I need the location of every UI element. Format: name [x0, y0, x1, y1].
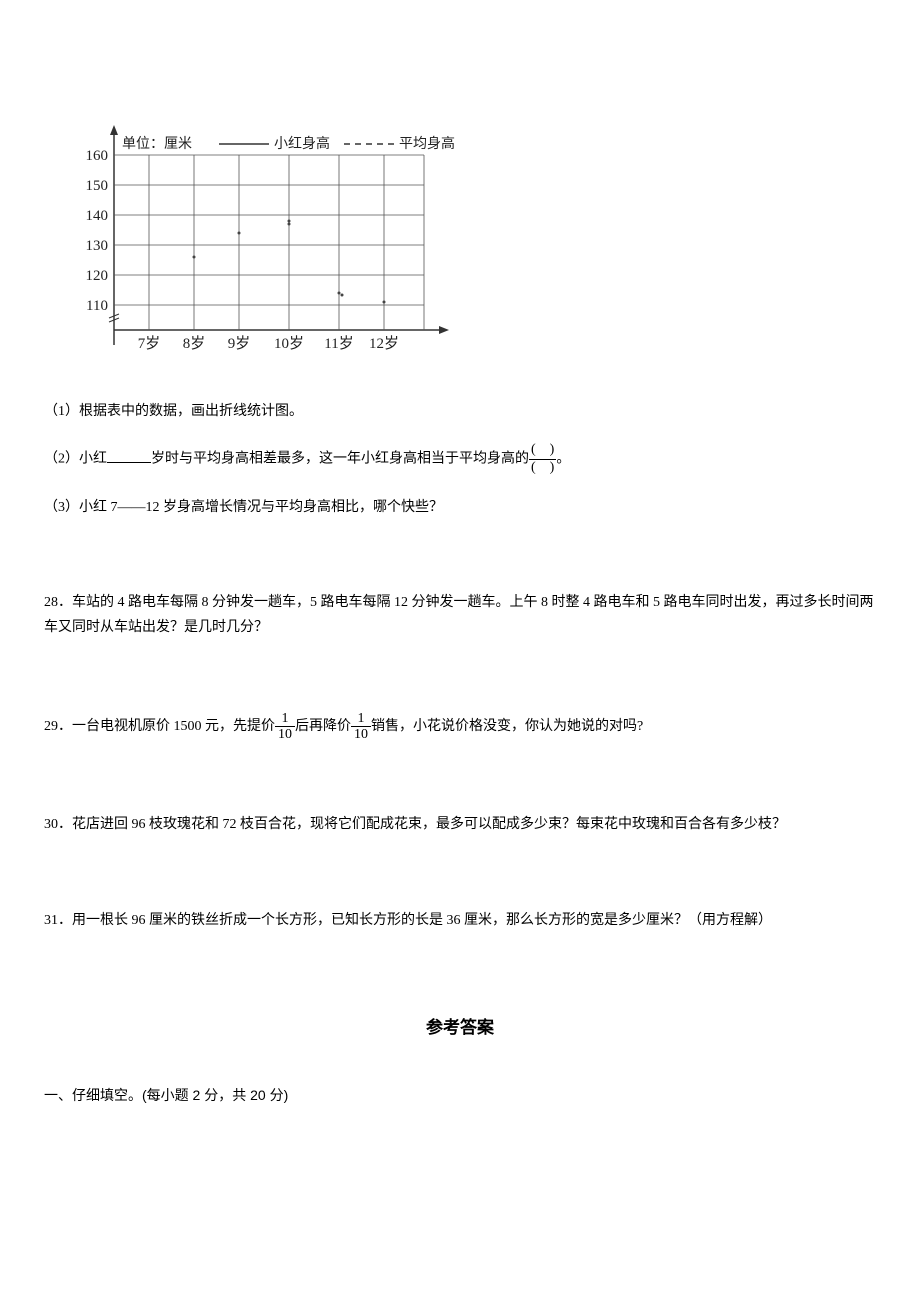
frac-numerator: 1: [351, 711, 371, 727]
question-29: 29．一台电视机原价 1500 元，先提价110后再降价110销售，小花说价格没…: [44, 711, 876, 743]
sub-question-2: （2）小红 岁时与平均身高相差最多，这一年小红身高相当于平均身高的( )( )。: [44, 442, 876, 477]
question-30: 30．花店进回 96 枝玫瑰花和 72 枝百合花，现将它们配成花束，最多可以配成…: [44, 812, 876, 837]
svg-text:平均身高: 平均身高: [399, 135, 455, 152]
sub-question-3: （3）小红 7——12 岁身高增长情况与平均身高相比，哪个快些？: [44, 495, 876, 520]
question-31: 31．用一根长 96 厘米的铁丝折成一个长方形，已知长方形的长是 36 厘米，那…: [44, 908, 876, 933]
height-chart: 110 120 130 140 150 160 7岁 8岁 9岁 10岁 11岁…: [64, 120, 876, 379]
svg-text:110: 110: [86, 298, 108, 314]
frac-denominator: 10: [351, 727, 371, 742]
fraction-1-10-b: 110: [351, 711, 371, 743]
q2-mid: 岁时与平均身高相差最多，这一年小红身高相当于平均身高的: [151, 452, 529, 467]
svg-text:150: 150: [86, 178, 109, 194]
q29-prefix: 29．一台电视机原价 1500 元，先提价: [44, 719, 275, 734]
svg-text:8岁: 8岁: [183, 335, 206, 352]
svg-text:130: 130: [86, 238, 109, 254]
svg-text:10岁: 10岁: [274, 335, 304, 352]
q2-suffix: 。: [556, 452, 570, 467]
frac-denominator: 10: [275, 727, 295, 742]
paren-fraction: ( )( ): [529, 442, 556, 477]
svg-text:140: 140: [86, 208, 109, 224]
sub-question-1: （1）根据表中的数据，画出折线统计图。: [44, 399, 876, 424]
blank-input: [107, 449, 151, 463]
section-1-header: 一、仔细填空。(每小题 2 分，共 20 分): [44, 1083, 876, 1108]
frac-denominator: ( ): [529, 460, 556, 477]
svg-text:小红身高: 小红身高: [274, 135, 330, 152]
svg-text:7岁: 7岁: [138, 335, 161, 352]
frac-numerator: 1: [275, 711, 295, 727]
q29-suffix: 销售，小花说价格没变，你认为她说的对吗?: [371, 719, 643, 734]
svg-text:12岁: 12岁: [369, 335, 399, 352]
q2-prefix: （2）小红: [44, 452, 107, 467]
svg-text:11岁: 11岁: [324, 335, 353, 352]
svg-text:单位：厘米: 单位：厘米: [122, 136, 192, 152]
svg-text:120: 120: [86, 268, 109, 284]
svg-text:9岁: 9岁: [228, 335, 251, 352]
answer-key-title: 参考答案: [44, 1013, 876, 1044]
svg-text:160: 160: [86, 148, 109, 164]
q29-mid: 后再降价: [295, 719, 351, 734]
fraction-1-10-a: 110: [275, 711, 295, 743]
frac-numerator: ( ): [529, 442, 556, 460]
question-28: 28．车站的 4 路电车每隔 8 分钟发一趟车，5 路电车每隔 12 分钟发一趟…: [44, 590, 876, 640]
